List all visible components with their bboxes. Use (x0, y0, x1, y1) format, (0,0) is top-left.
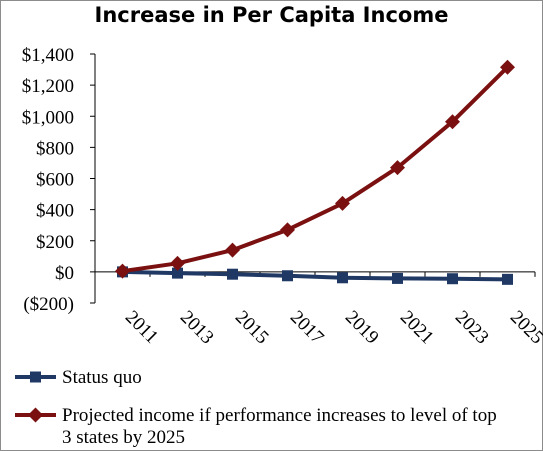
x-tick-label: 2013 (176, 307, 218, 349)
x-tick-label: 2011 (121, 307, 162, 348)
data-point (115, 263, 130, 279)
axes: $1,400 $1,200 $1,000 $800 $600 $400 $200 $0 ($20… (22, 45, 543, 348)
data-point (172, 267, 183, 279)
y-tick-label: $600 (36, 170, 74, 191)
legend: Status quo Projected income if performanc… (15, 367, 497, 448)
y-tick-label: $800 (36, 138, 74, 159)
y-tick-label: $1,200 (22, 76, 74, 97)
data-point (445, 114, 460, 130)
y-tick-label: ($200) (23, 294, 74, 315)
y-tick-label: $1,000 (22, 107, 74, 128)
x-tick-label: 2023 (451, 307, 493, 349)
data-point (337, 272, 348, 284)
y-tick-label: $1,400 (22, 45, 74, 66)
series-layer (115, 59, 515, 285)
y-tick-label: $0 (55, 263, 74, 284)
data-point (335, 195, 350, 211)
x-tick-label: 2019 (341, 307, 383, 349)
y-tick-label: $400 (36, 201, 74, 222)
data-point (280, 222, 295, 238)
legend-label: Projected income if performance increase… (62, 405, 497, 448)
x-tick-label: 2015 (231, 307, 273, 349)
x-tick-label: 2021 (396, 307, 438, 349)
legend-label: Status quo (62, 367, 142, 388)
data-point (170, 255, 185, 271)
series-1 (115, 59, 515, 279)
legend-item-1: Projected income if performance increase… (15, 405, 497, 448)
y-tick-label: $200 (36, 232, 74, 253)
data-point (225, 242, 240, 258)
series-line (122, 269, 508, 282)
data-point (447, 273, 458, 285)
legend-swatch-marker (28, 407, 43, 423)
x-tick-label: 2017 (286, 307, 328, 349)
data-point (390, 160, 405, 176)
x-tick-label: 2025 (506, 307, 543, 349)
data-point (392, 272, 403, 284)
data-point (227, 268, 238, 280)
data-point (502, 273, 513, 285)
series-line (122, 65, 509, 274)
legend-swatch-marker (30, 371, 41, 383)
chart-title: Increase in Per Capita Income (94, 3, 449, 27)
data-point (500, 59, 515, 75)
legend-item-0: Status quo (15, 367, 142, 388)
data-point (282, 270, 293, 282)
